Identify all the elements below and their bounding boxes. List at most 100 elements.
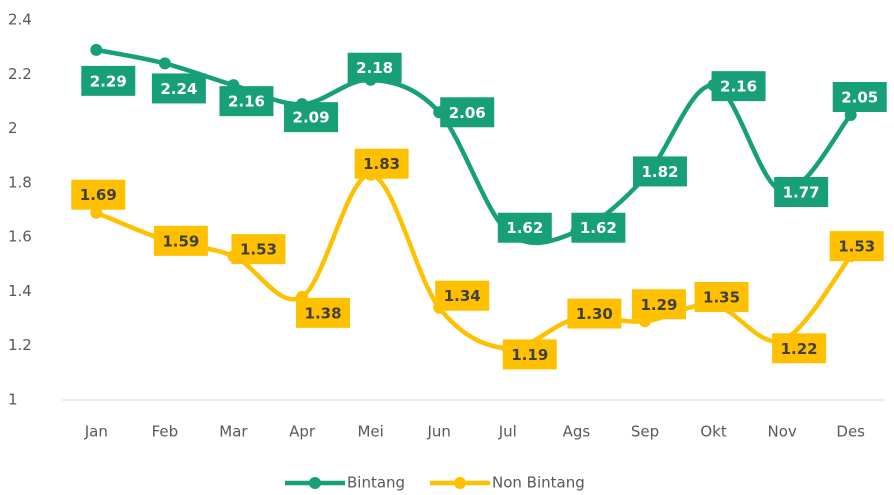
data-label-text: 2.18 xyxy=(356,59,393,77)
y-tick-label: 1.4 xyxy=(8,282,32,300)
data-label-text: 1.29 xyxy=(640,296,677,314)
data-label-text: 1.53 xyxy=(240,241,277,259)
data-label: 1.19 xyxy=(502,339,557,370)
data-label: 1.59 xyxy=(153,225,208,256)
data-label: 1.69 xyxy=(71,179,126,210)
data-label-text: 1.69 xyxy=(80,186,117,204)
data-label-box xyxy=(497,212,552,243)
data-label-box xyxy=(81,65,136,96)
data-label: 2.16 xyxy=(219,86,274,117)
data-label-text: 1.77 xyxy=(783,184,820,202)
x-tick-label: Sep xyxy=(631,423,659,441)
data-label-box xyxy=(631,289,686,320)
x-tick-label: Nov xyxy=(767,423,796,441)
data-label-box xyxy=(632,156,687,187)
y-tick-label: 1.2 xyxy=(8,336,32,354)
data-label-text: 2.29 xyxy=(90,72,127,90)
data-label-text: 1.53 xyxy=(838,238,875,256)
data-label-box xyxy=(829,231,884,262)
data-label-box xyxy=(151,73,206,104)
data-label-box xyxy=(502,339,557,370)
data-label-box xyxy=(711,71,766,102)
data-label-box xyxy=(832,82,887,112)
point xyxy=(158,57,171,70)
x-tick-label: Jun xyxy=(426,423,450,441)
y-tick-label: 2.2 xyxy=(8,65,32,83)
data-label: 1.62 xyxy=(497,212,552,243)
data-label-box xyxy=(354,148,409,179)
data-label-text: 2.05 xyxy=(841,89,878,107)
x-tick-label: Mei xyxy=(357,423,383,441)
x-tick-label: Jan xyxy=(84,423,108,441)
x-tick-label: Feb xyxy=(152,423,179,441)
y-tick-label: 2 xyxy=(8,119,18,137)
data-label: 1.82 xyxy=(632,156,687,187)
data-label-text: 2.16 xyxy=(720,78,757,96)
x-tick-label: Des xyxy=(836,423,865,441)
data-label-box xyxy=(284,102,339,133)
data-label-text: 1.22 xyxy=(781,340,818,358)
data-label: 2.24 xyxy=(151,73,206,104)
data-label: 2.05 xyxy=(832,82,887,112)
data-label-text: 2.24 xyxy=(160,80,197,98)
data-label: 1.53 xyxy=(231,234,286,265)
data-label-box xyxy=(440,97,495,128)
data-label: 1.34 xyxy=(435,280,490,311)
data-label: 1.35 xyxy=(694,282,749,312)
data-label-text: 1.30 xyxy=(576,305,613,323)
data-label-text: 1.82 xyxy=(641,163,678,181)
data-label: 2.16 xyxy=(711,71,766,102)
data-label: 1.77 xyxy=(774,177,829,207)
data-label-text: 1.35 xyxy=(703,289,740,307)
y-tick-label: 2.4 xyxy=(8,11,32,29)
data-label-box xyxy=(153,225,208,256)
y-tick-label: 1 xyxy=(8,391,18,409)
legend-marker xyxy=(309,477,321,489)
series-line xyxy=(95,172,853,351)
data-label: 1.30 xyxy=(567,298,622,329)
data-label: 1.53 xyxy=(829,231,884,262)
data-label: 1.22 xyxy=(772,333,827,364)
data-label: 2.09 xyxy=(284,102,339,133)
data-label-text: 1.34 xyxy=(444,287,481,305)
data-label-text: 1.19 xyxy=(511,346,548,364)
y-tick-label: 1.8 xyxy=(8,173,32,191)
data-label-box xyxy=(694,282,749,312)
x-tick-label: Jul xyxy=(498,423,517,441)
data-label: 2.18 xyxy=(347,52,402,83)
data-label-box xyxy=(347,52,402,83)
data-label: 1.38 xyxy=(296,297,351,328)
data-label: 2.06 xyxy=(440,97,495,128)
legend-marker xyxy=(454,477,466,489)
data-label-text: 1.59 xyxy=(162,232,199,250)
data-label-box xyxy=(231,234,286,265)
x-tick-label: Okt xyxy=(700,423,726,441)
data-label-text: 1.62 xyxy=(580,219,617,237)
data-label-box xyxy=(219,86,274,117)
data-label-box xyxy=(772,333,827,364)
x-tick-label: Apr xyxy=(289,423,316,441)
data-label: 1.29 xyxy=(631,289,686,320)
data-label-box xyxy=(774,177,829,207)
y-tick-label: 1.6 xyxy=(8,228,32,246)
legend-label: Bintang xyxy=(347,474,405,492)
data-label-text: 1.38 xyxy=(305,304,342,322)
data-label: 1.83 xyxy=(354,148,409,179)
x-tick-label: Ags xyxy=(563,423,591,441)
x-tick-label: Mar xyxy=(219,423,248,441)
data-label-text: 1.83 xyxy=(363,155,400,173)
data-label-box xyxy=(571,212,626,243)
data-label-box xyxy=(567,298,622,329)
data-label-box xyxy=(435,280,490,311)
data-label-text: 2.16 xyxy=(228,93,265,111)
data-label-text: 1.62 xyxy=(506,219,543,237)
point xyxy=(90,43,103,56)
data-label: 2.29 xyxy=(81,65,136,96)
data-label-text: 2.06 xyxy=(449,104,486,122)
data-label: 1.62 xyxy=(571,212,626,243)
data-label-text: 2.09 xyxy=(293,109,330,127)
data-label-box xyxy=(296,297,351,328)
legend-label: Non Bintang xyxy=(492,474,585,492)
data-label-box xyxy=(71,179,126,210)
